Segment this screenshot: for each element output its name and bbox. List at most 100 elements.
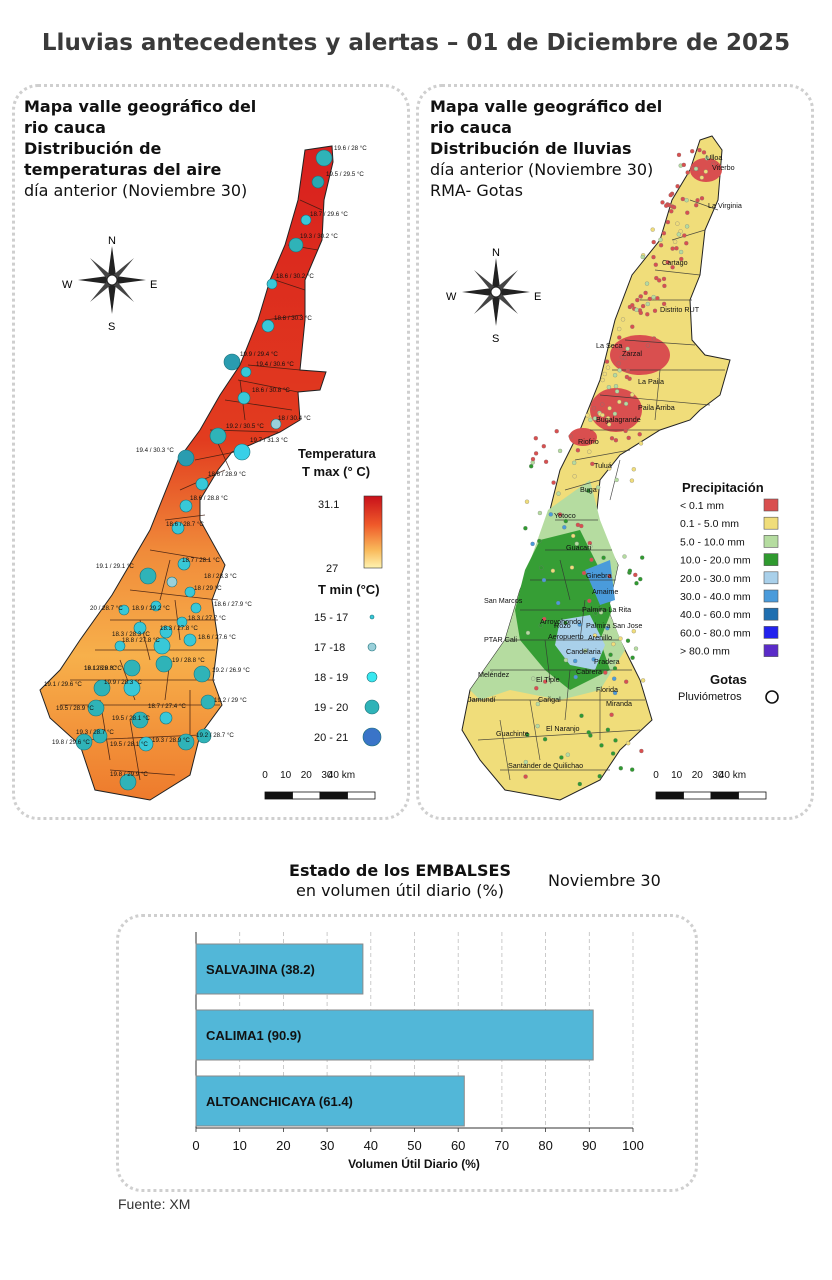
rain-gauge-point bbox=[612, 666, 618, 671]
reservoir-title: Estado de los EMBALSES bbox=[289, 861, 511, 880]
precip-class-swatch bbox=[763, 589, 779, 603]
rain-gauge-point bbox=[699, 175, 704, 180]
rain-gauge-point bbox=[542, 616, 547, 622]
rain-gauge-point bbox=[651, 336, 657, 341]
reservoir-chart-panel bbox=[116, 914, 698, 1192]
place-label: La Seca bbox=[596, 341, 622, 350]
rain-gauge-point bbox=[669, 209, 674, 214]
scale-label: 0 bbox=[262, 770, 268, 781]
pluviometer-icon bbox=[765, 690, 779, 704]
compass-s-label: S bbox=[108, 321, 115, 333]
place-label: La Paila bbox=[638, 377, 664, 386]
rain-gauge-point bbox=[568, 434, 573, 439]
rain-gauge-point bbox=[645, 301, 650, 307]
station-label: 19.5 / 29.5 °C bbox=[326, 171, 364, 178]
rain-gauge-point bbox=[660, 200, 665, 205]
rain-gauge-point bbox=[602, 371, 607, 377]
reservoir-date: Noviembre 30 bbox=[548, 871, 661, 890]
tmax-low-label: 27 bbox=[326, 563, 338, 575]
rain-gauge-point bbox=[701, 150, 707, 155]
precip-class-label: > 80.0 mm bbox=[680, 646, 730, 658]
rain-gauge-point bbox=[638, 310, 643, 316]
rain-gauge-point bbox=[593, 611, 598, 616]
rain-gauge-point bbox=[661, 301, 667, 307]
rain-gauge-point bbox=[563, 518, 568, 524]
place-label: Guachinte bbox=[496, 729, 529, 738]
station-point bbox=[131, 711, 149, 729]
station-label: 19.1 / 29.1 °C bbox=[96, 563, 134, 570]
precip-class-label: 30.0 - 40.0 mm bbox=[680, 591, 751, 603]
rain-gauge-point bbox=[670, 265, 675, 270]
precip-class-swatch bbox=[763, 498, 779, 512]
place-label: El Naranjo bbox=[546, 724, 580, 733]
place-label: Viterbo bbox=[712, 163, 735, 172]
station-point bbox=[87, 699, 105, 717]
rain-gauge-point bbox=[637, 432, 642, 437]
rain-gauge-point bbox=[640, 678, 646, 683]
compass-rose-icon-right bbox=[462, 258, 530, 326]
station-label: 20 / 28.7 °C bbox=[90, 605, 123, 612]
rain-gauge-point bbox=[556, 491, 561, 496]
rain-gauge-point bbox=[668, 192, 673, 198]
rain-gauge-point bbox=[678, 249, 684, 255]
precip-class-swatch bbox=[763, 516, 779, 530]
place-label: Meléndez bbox=[478, 670, 510, 679]
rain-gauge-point bbox=[704, 156, 710, 161]
station-point bbox=[195, 477, 209, 491]
rain-gauge-point bbox=[533, 451, 539, 456]
tmin-class-label: 15 - 17 bbox=[314, 612, 348, 624]
rain-gauge-point bbox=[711, 161, 716, 166]
rain-gauge-point bbox=[645, 312, 650, 317]
station-point bbox=[155, 655, 173, 673]
station-point bbox=[183, 633, 197, 647]
rain-gauge-point bbox=[682, 233, 687, 238]
rain-gauge-point bbox=[658, 237, 663, 242]
station-point bbox=[138, 736, 154, 752]
tmin-class-label: 18 - 19 bbox=[314, 672, 348, 684]
rain-gauge-point bbox=[579, 713, 584, 718]
rain-gauge-point bbox=[681, 162, 686, 168]
temperature-title-line-2: rio cauca bbox=[24, 118, 106, 137]
x-tick-label: 20 bbox=[276, 1138, 290, 1153]
rainfall-title-line-1: Mapa valle geográfico del bbox=[430, 97, 663, 116]
temperature-map-panel bbox=[12, 84, 410, 820]
station-label: 18.7 / 29.6 °C bbox=[310, 211, 348, 218]
place-label: San Marcos bbox=[484, 596, 523, 605]
station-point bbox=[200, 694, 216, 710]
rainfall-title-line-2: rio cauca bbox=[430, 118, 512, 137]
rain-gauge-point bbox=[562, 525, 567, 530]
rain-gauge-point bbox=[596, 485, 601, 490]
rain-gauge-point bbox=[609, 436, 615, 441]
rain-gauge-point bbox=[550, 568, 556, 573]
rain-gauge-point bbox=[548, 512, 553, 517]
temperature-subtitle: día anterior (Noviembre 30) bbox=[24, 181, 248, 200]
rain-gauge-point bbox=[651, 239, 656, 245]
station-label: 19.1 / 28.8 °C bbox=[84, 665, 122, 672]
rain-gauge-point bbox=[625, 638, 631, 643]
station-label: 19.5 / 28.9 °C bbox=[56, 705, 94, 712]
rain-gauge-point bbox=[608, 652, 613, 657]
station-point bbox=[315, 149, 333, 167]
page-title: Lluvias antecedentes y alertas – 01 de D… bbox=[41, 30, 791, 56]
station-label: 18.6 / 30.8 °C bbox=[252, 387, 290, 394]
rain-gauge-point bbox=[624, 679, 629, 684]
rain-gauge-point bbox=[631, 467, 636, 472]
rain-gauge-point bbox=[675, 184, 680, 189]
scale-label: 20 bbox=[301, 770, 313, 781]
station-label: 19.2 / 26.9 °C bbox=[212, 667, 250, 674]
rain-gauge-point bbox=[662, 283, 667, 289]
rain-gauge-point bbox=[626, 435, 631, 441]
precip-class-label: 0.1 - 5.0 mm bbox=[680, 518, 739, 530]
precip-class-swatch bbox=[763, 535, 779, 548]
station-label: 19.5 / 28.1 °C bbox=[110, 741, 148, 748]
place-label: Amaime bbox=[592, 587, 618, 596]
rain-gauge-point bbox=[554, 429, 559, 434]
rain-gauge-point bbox=[605, 365, 611, 370]
x-tick-label: 30 bbox=[320, 1138, 334, 1153]
precipitation-legend: < 0.1 mm 0.1 - 5.0 mm 5.0 - 10.0 mm 10.0 - … bbox=[680, 498, 779, 658]
station-label: 19.4 / 30.6 °C bbox=[256, 361, 294, 368]
rain-gauge-point bbox=[613, 438, 619, 443]
x-tick-label: 80 bbox=[538, 1138, 552, 1153]
rain-gauge-point bbox=[586, 488, 591, 493]
